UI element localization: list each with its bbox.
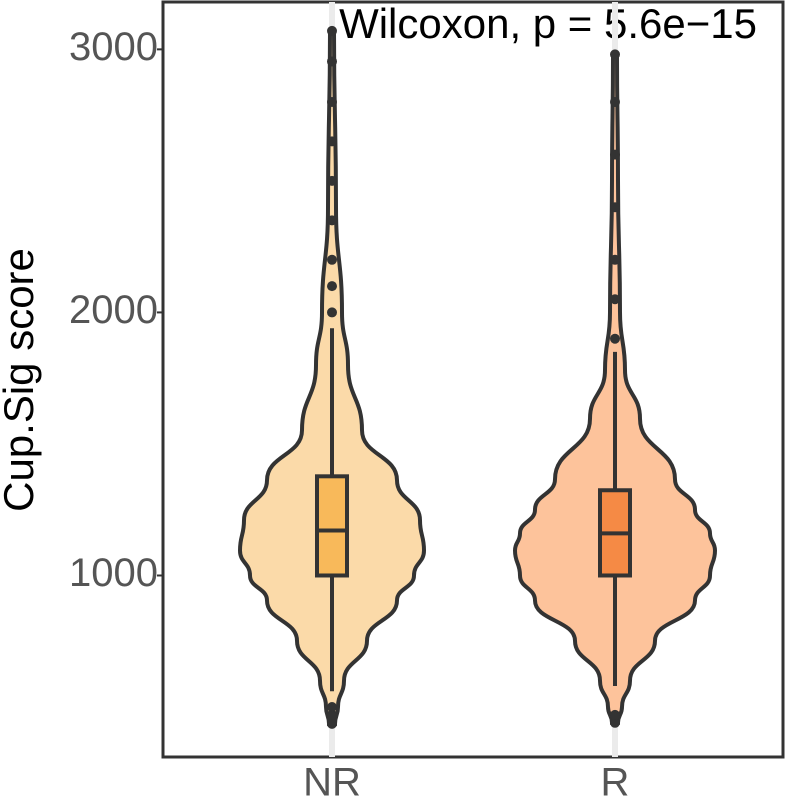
outlier bbox=[327, 307, 337, 318]
outlier bbox=[610, 49, 620, 60]
outlier bbox=[327, 175, 337, 186]
outlier bbox=[610, 254, 620, 265]
outlier bbox=[610, 717, 620, 728]
outlier bbox=[610, 202, 620, 213]
outlier bbox=[610, 709, 620, 720]
outlier bbox=[327, 254, 337, 265]
box bbox=[315, 474, 349, 578]
x-tick-label: R bbox=[601, 761, 630, 805]
outlier bbox=[327, 136, 337, 147]
x-tick-label: NR bbox=[303, 761, 361, 805]
outlier bbox=[327, 215, 337, 226]
y-tick-label: 1000 bbox=[69, 551, 158, 595]
outlier bbox=[610, 333, 620, 344]
y-tick-label: 2000 bbox=[69, 288, 158, 332]
outlier bbox=[327, 709, 337, 720]
outlier bbox=[610, 149, 620, 160]
plot-border bbox=[161, 0, 785, 759]
outlier bbox=[610, 96, 620, 107]
outlier bbox=[610, 294, 620, 305]
outlier bbox=[327, 96, 337, 107]
y-tick-label: 3000 bbox=[69, 25, 158, 69]
plot-area: 1000 2000 3000 NR R bbox=[69, 2, 718, 805]
y-axis-label: Cup.Sig score bbox=[0, 248, 42, 512]
outlier bbox=[327, 702, 337, 713]
outlier bbox=[327, 25, 337, 36]
outlier bbox=[327, 718, 337, 729]
outlier bbox=[327, 56, 337, 67]
chart-title: Wilcoxon, p = 5.6e−15 bbox=[339, 0, 757, 47]
outlier bbox=[327, 281, 337, 292]
